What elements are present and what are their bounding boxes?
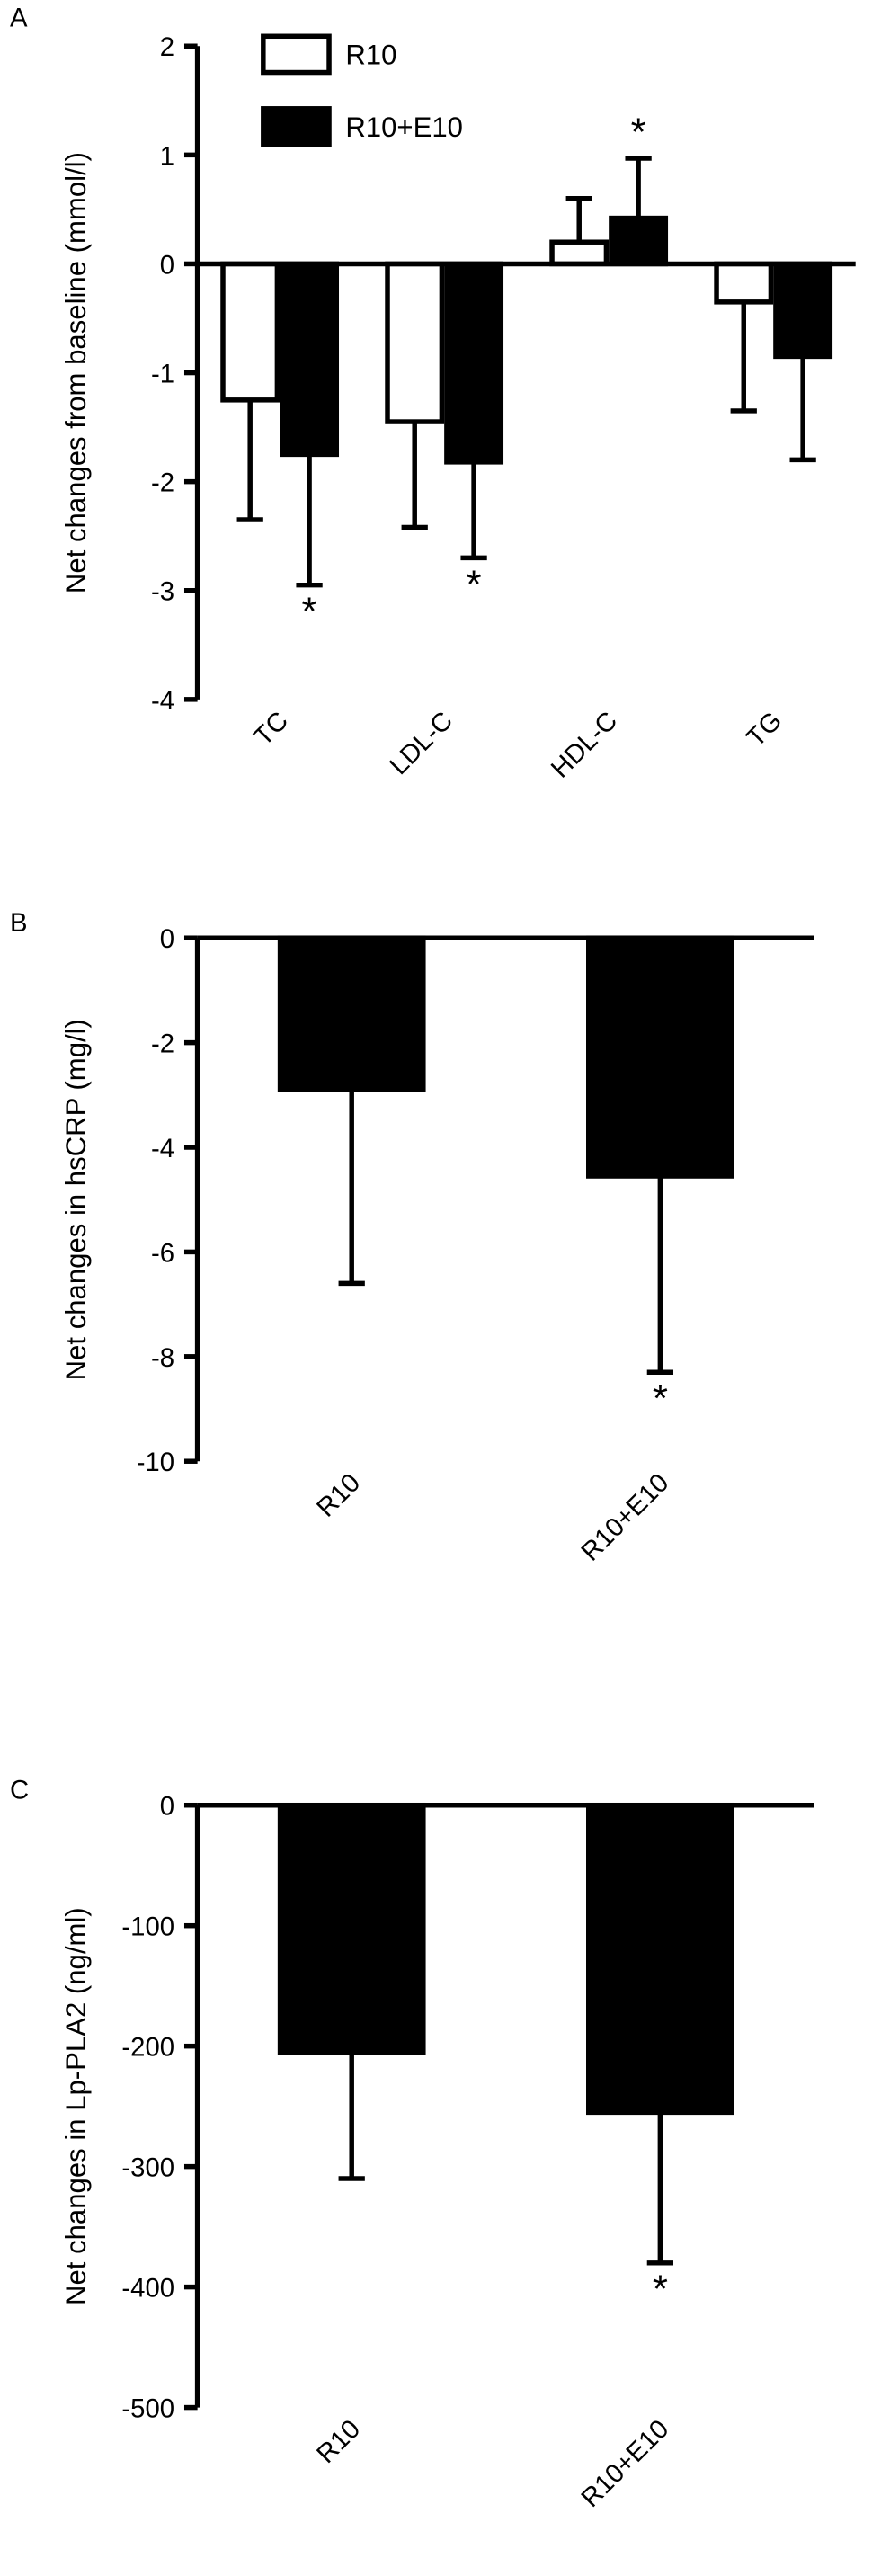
bar [385,261,445,424]
y-tick-label: 1 [160,141,174,171]
significance-mark: * [302,590,317,634]
significance-mark: * [467,562,482,606]
y-tick-label: -6 [151,1238,174,1268]
bar [773,261,833,360]
bar [277,1802,426,2055]
bar [714,261,774,305]
y-tick-label: -10 [137,1448,174,1477]
y-axis-label: Net changes from baseline (mmol/l) [60,152,92,593]
y-tick-label: 0 [160,924,174,954]
legend-label: R10 [345,39,396,70]
y-axis-label: Net changes in Lp-PLA2 (ng/ml) [60,1907,92,2305]
y-tick-label: -200 [121,2033,174,2063]
significance-mark: * [653,1377,668,1421]
y-tick-label: -500 [121,2394,174,2424]
panel-label: B [10,908,28,938]
y-tick-label: 2 [160,32,174,62]
legend-label: R10+E10 [345,111,463,143]
legend-swatch [261,106,332,147]
bar [586,1802,734,2116]
y-tick-label: -1 [151,360,174,389]
y-tick-label: -4 [151,1134,174,1163]
y-tick-label: -8 [151,1343,174,1373]
panel-label: A [10,3,28,32]
y-axis-label: Net changes in hsCRP (mg/l) [60,1019,92,1380]
y-tick-label: -4 [151,686,174,716]
x-tick-label: R10 [311,1467,366,1522]
bar [280,261,340,458]
y-tick-label: -300 [121,2153,174,2183]
y-tick-label: -2 [151,1030,174,1059]
bar [220,261,280,403]
x-tick-label: TG [741,706,787,753]
bar [549,239,610,267]
x-tick-label: R10+E10 [575,2414,674,2513]
legend-swatch [261,33,332,76]
significance-mark: * [653,2268,668,2312]
x-tick-label: R10 [311,2414,366,2469]
x-tick-label: LDL-C [384,706,458,780]
y-tick-label: 0 [160,1792,174,1822]
x-tick-label: HDL-C [546,706,624,784]
y-tick-label: 0 [160,250,174,280]
bar [277,935,426,1092]
panel-label: C [10,1775,29,1805]
y-tick-label: -100 [121,1912,174,1942]
x-tick-label: TC [248,706,294,752]
bar [609,215,669,267]
y-tick-label: -3 [151,577,174,607]
x-tick-label: R10+E10 [575,1467,674,1566]
y-tick-label: -2 [151,468,174,498]
bar [586,935,734,1179]
significance-mark: * [631,110,646,154]
bar [444,261,504,465]
y-tick-label: -400 [121,2274,174,2304]
